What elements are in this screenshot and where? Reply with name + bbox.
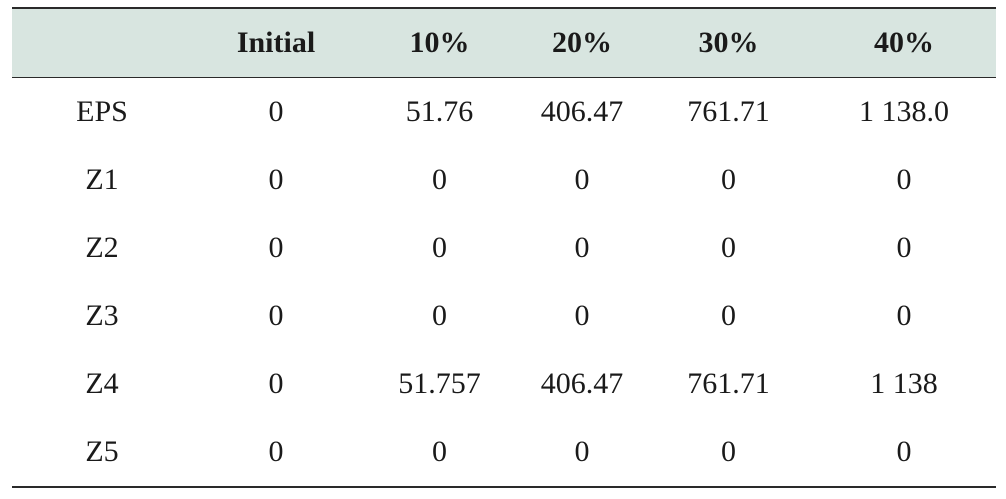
table-cell: 51.76 bbox=[405, 95, 474, 128]
table-cell: 0 bbox=[432, 163, 447, 196]
table-cell: 0 bbox=[574, 299, 590, 332]
header-cell-40pct: 40% bbox=[812, 7, 996, 78]
table-row: Z4 0 51.757 406.47 761.71 1 138 bbox=[12, 350, 996, 418]
table-cell: 0 bbox=[721, 299, 736, 332]
table-cell: 0 bbox=[192, 418, 360, 488]
table-cell: 0 bbox=[896, 231, 912, 264]
table-cell: 0 bbox=[812, 418, 996, 488]
table-cell: 0 bbox=[896, 163, 912, 196]
table-cell: 0 bbox=[432, 231, 447, 264]
table-cell: 0 bbox=[268, 95, 284, 128]
data-table: Initial 10% 20% 30% 40% EPS 0 51.76 406.… bbox=[12, 7, 996, 488]
table-cell: 761.71 bbox=[687, 95, 770, 128]
table-cell: 0 bbox=[896, 299, 912, 332]
header-cell-corner bbox=[12, 7, 192, 78]
row-label: EPS bbox=[76, 95, 128, 128]
table-cell: 51.757 bbox=[398, 367, 481, 400]
table-cell: 0 bbox=[268, 163, 284, 196]
table-cell: 1 138.0 bbox=[859, 95, 949, 128]
header-cell-20pct: 20% bbox=[519, 7, 645, 78]
table-cell: 0 bbox=[360, 418, 519, 488]
table-row: Z1 0 0 0 0 0 bbox=[12, 146, 996, 214]
table-row: Z5 0 0 0 0 0 bbox=[12, 418, 996, 488]
table-cell: 406.47 bbox=[540, 95, 624, 128]
table-cell: 0 bbox=[268, 231, 284, 264]
header-row: Initial 10% 20% 30% 40% bbox=[12, 7, 996, 78]
row-label: Z2 bbox=[85, 231, 119, 264]
table-row: Z3 0 0 0 0 0 bbox=[12, 282, 996, 350]
row-label: Z4 bbox=[85, 367, 119, 400]
table-header: Initial 10% 20% 30% 40% bbox=[12, 7, 996, 78]
table-cell: 0 bbox=[721, 231, 736, 264]
table-cell: 0 bbox=[645, 418, 812, 488]
header-cell-10pct: 10% bbox=[360, 7, 519, 78]
row-label: Z1 bbox=[85, 163, 119, 196]
row-label: Z3 bbox=[85, 299, 119, 332]
table-body: EPS 0 51.76 406.47 761.71 1 138.0 Z1 0 0… bbox=[12, 78, 996, 488]
table-row: Z2 0 0 0 0 0 bbox=[12, 214, 996, 282]
table-cell: 0 bbox=[721, 163, 736, 196]
table-cell: 0 bbox=[432, 299, 447, 332]
table-cell: 406.47 bbox=[540, 367, 624, 400]
table-cell: 1 138 bbox=[870, 367, 938, 400]
table-cell: 0 bbox=[519, 418, 645, 488]
header-cell-30pct: 30% bbox=[645, 7, 812, 78]
data-table-container: Initial 10% 20% 30% 40% EPS 0 51.76 406.… bbox=[12, 7, 996, 488]
header-cell-initial: Initial bbox=[192, 7, 360, 78]
table-cell: 0 bbox=[268, 367, 284, 400]
table-cell: 0 bbox=[574, 231, 590, 264]
table-row: EPS 0 51.76 406.47 761.71 1 138.0 bbox=[12, 78, 996, 147]
table-cell: 0 bbox=[574, 163, 590, 196]
table-cell: 0 bbox=[268, 299, 284, 332]
table-cell: 761.71 bbox=[687, 367, 770, 400]
row-label: Z5 bbox=[12, 418, 192, 488]
